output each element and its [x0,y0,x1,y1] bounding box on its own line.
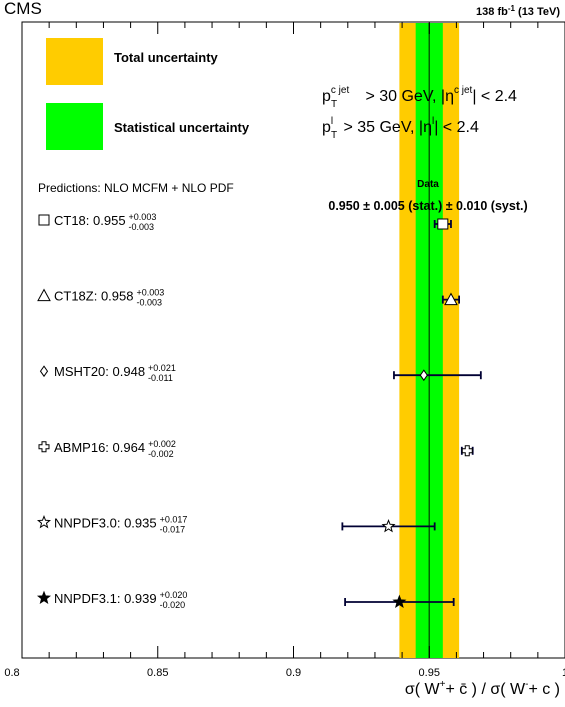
prediction-point-ct18z [441,292,461,306]
predictions-header: Predictions: NLO MCFM + NLO PDF [38,181,234,195]
prediction-err-up: +0.020 [160,590,188,600]
prediction-label-nnpdf31: NNPDF3.1: 0.939 +0.020-0.020 [36,590,188,610]
x-tick-label: 0.95 [419,667,440,679]
triangle-marker [444,292,458,306]
prediction-label-abmp16: ABMP16: 0.964 +0.002-0.002 [38,439,176,459]
legend-stat-swatch [46,103,103,150]
data-label: Data [417,179,439,190]
prediction-err-down: -0.011 [148,373,173,383]
prediction-err-down: -0.003 [129,222,155,232]
cross-legend-marker [38,441,50,453]
prediction-label-msht20: MSHT20: 0.948 +0.021-0.011 [39,363,176,383]
prediction-err-up: +0.003 [137,288,165,298]
prediction-err-down: -0.003 [137,298,163,308]
prediction-point-ct18 [433,218,452,230]
prediction-value-label: NNPDF3.1: 0.939 [54,591,157,606]
cut-cjet-label: pc jet T > 30 GeV, |ηc jet| < 2.4 [322,85,517,110]
triangle-legend-marker [37,288,51,302]
plot-frame [21,21,565,659]
prediction-value-label: CT18Z: 0.958 [54,289,134,304]
x-tick-label: 0.9 [286,667,301,679]
prediction-point-nnpdf31 [344,594,455,608]
experiment-label: CMS [4,0,42,18]
prediction-err-down: -0.017 [160,524,186,534]
prediction-err-down: -0.002 [148,449,174,459]
diamond-marker [419,369,428,382]
prediction-err-up: +0.003 [129,212,157,222]
prediction-points [341,218,482,608]
filled-star-legend-marker [36,590,52,604]
square-legend-marker [38,214,50,226]
prediction-value-label: CT18: 0.955 [54,213,126,228]
luminosity-label: 138 fb-1 (13 TeV) [476,4,560,18]
prediction-err-down: -0.020 [160,600,186,610]
x-tick-label: 1 [562,667,565,679]
x-tick-label: 0.85 [147,667,168,679]
x-axis-title: σ( W++ c̄ ) / σ( W-+ c ) [405,679,560,698]
diamond-legend-marker [39,365,49,378]
prediction-value-label: MSHT20: 0.948 [54,364,145,379]
prediction-label-nnpdf30: NNPDF3.0: 0.935 +0.017-0.017 [36,514,188,534]
prediction-label-ct18z: CT18Z: 0.958 +0.003-0.003 [37,288,165,308]
x-tick-label: 0.8 [4,667,19,679]
open-star-legend-marker [36,515,52,529]
cross-marker [461,445,473,457]
cut-lepton-label: pl T > 35 GeV, |ηl| < 2.4 [322,116,479,141]
prediction-err-up: +0.021 [148,363,176,373]
legend-stat-label: Statistical uncertainty [114,120,250,135]
prediction-err-up: +0.017 [160,514,188,524]
prediction-err-up: +0.002 [148,439,176,449]
data-value-label: 0.950 ± 0.005 (stat.) ± 0.010 (syst.) [328,199,527,213]
open-star-marker [381,519,396,533]
legend-total-label: Total uncertainty [114,50,219,65]
x-axis: 0.8 0.85 0.9 0.95 1 [4,22,565,679]
legend-total-swatch [46,38,103,85]
square-marker [437,218,449,230]
prediction-label-ct18: CT18: 0.955 +0.003-0.003 [38,212,157,232]
prediction-value-label: NNPDF3.0: 0.935 [54,515,157,530]
prediction-value-label: ABMP16: 0.964 [54,440,145,455]
prediction-point-nnpdf30 [341,519,436,533]
prediction-point-msht20 [393,369,482,382]
prediction-point-abmp16 [460,445,474,457]
filled-star-marker [392,594,407,608]
